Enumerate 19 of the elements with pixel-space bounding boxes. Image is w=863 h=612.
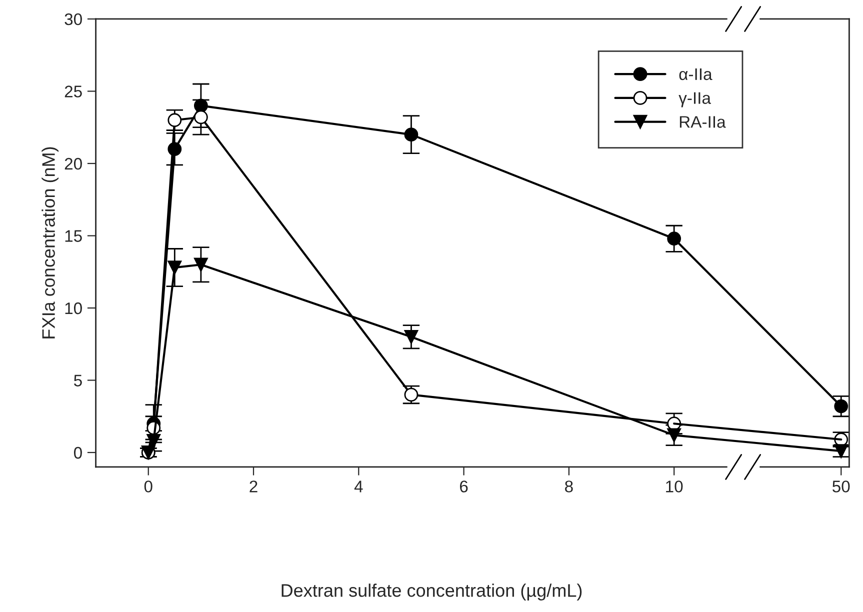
y-tick-label: 5 <box>74 374 82 386</box>
y-tick-label: 20 <box>64 158 82 170</box>
legend-label: α-IIa <box>679 68 712 80</box>
x-tick-label: 10 <box>666 480 683 492</box>
x-tick-label: 6 <box>460 480 468 492</box>
x-tick-label: 8 <box>565 480 573 492</box>
x-axis-title: Dextran sulfate concentration (µg/mL) <box>282 584 582 600</box>
legend-label: γ-IIa <box>678 92 711 108</box>
y-tick-label: 10 <box>65 302 82 314</box>
y-tick-label: 15 <box>65 230 82 242</box>
x-tick-label: 2 <box>250 480 258 492</box>
y-tick-label: 30 <box>64 13 82 26</box>
x-tick-label: 50 <box>832 480 850 492</box>
legend-label: RA-IIa <box>680 116 726 128</box>
x-tick-label: 0 <box>144 480 152 492</box>
x-tick-label: 4 <box>354 480 363 492</box>
y-axis-title: FXIa concentration (nM) <box>42 147 58 338</box>
y-tick-label: 0 <box>74 446 82 459</box>
y-tick-label: 25 <box>64 86 82 98</box>
